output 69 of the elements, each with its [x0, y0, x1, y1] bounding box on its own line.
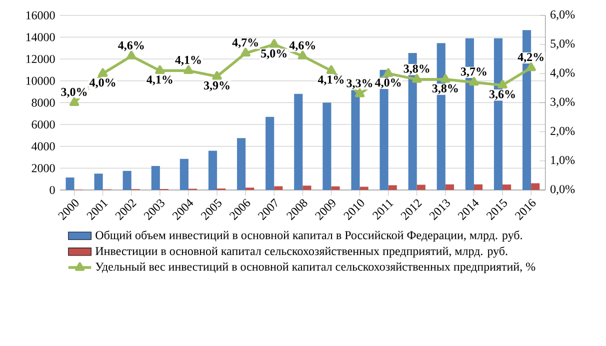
- bar: [151, 166, 160, 190]
- y-tick-label: 14000: [26, 33, 55, 42]
- data-label: 3,9%: [204, 81, 230, 92]
- bar: [94, 174, 103, 190]
- point: [440, 74, 450, 83]
- point: [212, 71, 222, 80]
- legend-label: Инвестиции в основной капитал сельскохозяйственных предприятий, млрд. руб.: [96, 246, 508, 258]
- bar: [274, 186, 283, 190]
- data-label: 4,2%: [518, 52, 544, 63]
- point: [412, 74, 422, 83]
- data-label: 4,7%: [232, 38, 258, 48]
- point: [98, 68, 108, 77]
- bar: [266, 116, 274, 190]
- y2-tick-label: 4,0%: [550, 68, 575, 78]
- bar: [388, 185, 397, 190]
- y-tick-label: 8000: [32, 98, 55, 107]
- y-tick-label: 16000: [26, 11, 55, 20]
- data-label: 4,0%: [374, 78, 401, 88]
- point: [326, 65, 336, 74]
- bar: [360, 186, 368, 190]
- data-label: 4,6%: [118, 41, 144, 52]
- bar: [474, 184, 483, 190]
- bar: [237, 138, 246, 190]
- y2-tick-label: 5,0%: [550, 40, 575, 50]
- y-tick-label: 4000: [32, 142, 55, 150]
- bar: [208, 150, 218, 190]
- data-label: 3,6%: [489, 90, 515, 100]
- bar: [502, 184, 512, 190]
- point: [269, 39, 279, 48]
- point: [298, 50, 308, 60]
- legend-label: Общий объем инвестиций в основной капитал в Российской Федерации, млрд. руб.: [96, 230, 522, 242]
- bar: [416, 184, 426, 190]
- data-label: 4,1%: [146, 76, 172, 86]
- data-label: 3,0%: [61, 88, 87, 98]
- y-tick-label: 6000: [32, 120, 55, 129]
- data-label: 5,0%: [261, 49, 286, 60]
- bar: [531, 183, 540, 190]
- bar: [294, 94, 303, 190]
- y-tick-label: 10000: [26, 76, 55, 85]
- point: [126, 50, 136, 60]
- data-label: 3,8%: [432, 84, 458, 94]
- data-label: 4,6%: [289, 41, 316, 52]
- bar: [66, 177, 74, 190]
- y2-tick-label: 2,0%: [550, 126, 575, 137]
- bar: [331, 186, 340, 190]
- bar: [180, 158, 188, 190]
- data-label: 3,8%: [404, 64, 430, 74]
- legend-label: Удельный вес инвестиций в основной капитал сельскохозяйственных предприятий, %: [96, 262, 536, 274]
- bar: [302, 186, 312, 190]
- y-tick-label: 12000: [26, 54, 55, 64]
- data-label: 4,0%: [89, 78, 116, 88]
- bar: [445, 184, 454, 190]
- bar: [322, 102, 332, 190]
- point: [498, 80, 508, 89]
- y2-tick-label: 6,0%: [550, 10, 575, 20]
- data-label: 4,1%: [175, 56, 201, 66]
- bar: [122, 170, 132, 190]
- bar: [351, 90, 360, 190]
- y2-tick-label: 0,0%: [550, 185, 575, 195]
- data-label: 4,1%: [318, 76, 344, 86]
- y2-tick-label: 3,0%: [550, 98, 575, 108]
- data-label: 3,3%: [346, 79, 372, 90]
- y-tick-label: 2000: [32, 164, 55, 172]
- point: [384, 68, 394, 77]
- y-tick-label: 0: [50, 186, 55, 194]
- y2-tick-label: 1,0%: [551, 156, 575, 166]
- point: [354, 88, 365, 98]
- data-label: 3,7%: [460, 68, 486, 78]
- point: [155, 65, 165, 74]
